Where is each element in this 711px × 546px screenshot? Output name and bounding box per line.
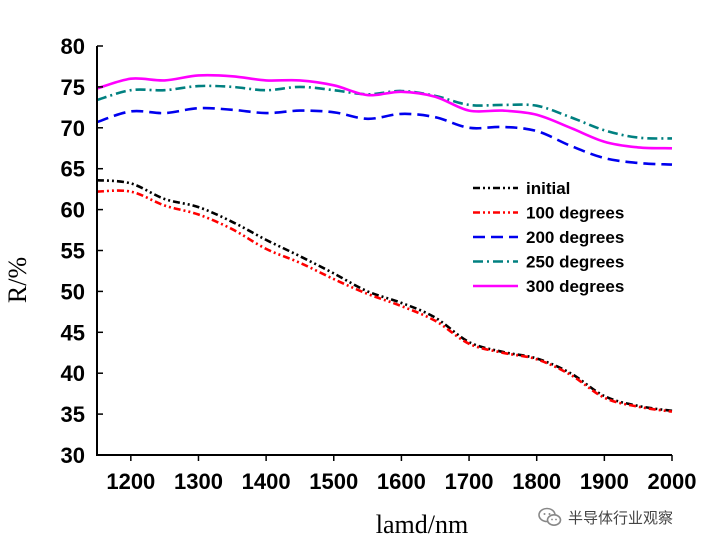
x-tick-label: 1700: [445, 469, 494, 494]
y-tick-label: 50: [61, 279, 85, 304]
series-line-initial: [96, 178, 673, 413]
series-line-100-degrees: [96, 189, 673, 413]
x-tick-label: 1600: [377, 469, 426, 494]
series-line-250-degrees: [96, 84, 673, 140]
y-tick-label: 70: [61, 116, 85, 141]
x-tick-label: 1500: [309, 469, 358, 494]
axes-layer: 30 35 40 45 50 55 60 65 70 75 80 1200 1300 1400 1500 16…: [61, 34, 697, 494]
y-tick-label: 30: [61, 443, 85, 468]
y-tick-label: 45: [61, 320, 85, 345]
watermark-text: 半导体行业观察: [568, 508, 674, 527]
x-tick-label: 2000: [648, 469, 697, 494]
series-line-200-degrees: [96, 106, 673, 166]
x-axis-title: lamd/nm: [376, 510, 468, 539]
y-tick-label: 65: [61, 157, 85, 182]
legend-label: 100 degrees: [526, 204, 624, 223]
wechat-icon: [538, 507, 562, 526]
x-tick-label: 1400: [242, 469, 291, 494]
series-layer: [96, 73, 673, 413]
legend-label: initial: [526, 179, 570, 198]
x-tick-label: 1800: [512, 469, 561, 494]
legend-label: 300 degrees: [526, 277, 624, 296]
legend: initial 100 degrees 200 degrees 250 degrees…: [473, 179, 624, 296]
y-axis-title: R/%: [3, 257, 32, 303]
watermark: 半导体行业观察: [538, 505, 673, 529]
y-tick-label: 60: [61, 198, 85, 223]
y-tick-label: 55: [61, 239, 85, 264]
x-tick-label: 1200: [106, 469, 155, 494]
legend-label: 200 degrees: [526, 228, 624, 247]
y-tick-label: 35: [61, 402, 85, 427]
series-line-300-degrees: [96, 73, 673, 150]
x-tick-label: 1300: [174, 469, 223, 494]
x-tick-label: 1900: [580, 469, 629, 494]
y-tick-label: 40: [61, 361, 85, 386]
legend-label: 250 degrees: [526, 253, 624, 272]
y-tick-label: 80: [61, 34, 85, 59]
y-tick-label: 75: [61, 75, 85, 100]
